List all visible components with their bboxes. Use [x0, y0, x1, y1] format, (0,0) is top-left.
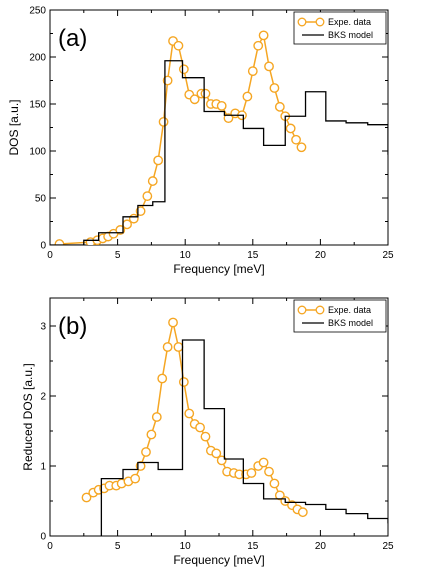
expe-data-point: [200, 88, 211, 99]
panel-b: 0 5 10 15 20 25 0 1 2 3 Frequency [meV] Reduced DOS…: [21, 297, 394, 567]
expe-data-point: [242, 91, 253, 102]
expe-data-point: [258, 457, 269, 468]
expe-data-point: [253, 40, 264, 51]
expe-data-point: [178, 377, 189, 387]
plot-frame: [49, 297, 389, 537]
plot-area: [81, 317, 388, 536]
expe-data-point: [142, 191, 153, 202]
x-tick-label: 15: [247, 541, 259, 552]
panel-label: (a): [58, 25, 87, 52]
expe-data-point: [211, 448, 222, 459]
legend: Expe. data BKS model: [293, 299, 387, 333]
expe-data-point: [168, 317, 178, 328]
expe-data-point: [189, 94, 200, 105]
y-tick-label: 250: [29, 6, 46, 17]
expe-data-point: [296, 142, 307, 153]
expe-data-point: [269, 478, 280, 489]
expe-data-point: [81, 492, 92, 503]
expe-data-point: [151, 412, 162, 422]
x-tick-label: 25: [382, 250, 394, 261]
legend-expe-marker: [315, 305, 325, 315]
expe-data-point: [173, 40, 184, 51]
plot-area: [50, 30, 388, 245]
legend-box: [293, 299, 387, 333]
expe-data-point: [285, 123, 296, 134]
x-tick-label: 0: [47, 541, 53, 552]
expe-data-point: [157, 373, 168, 384]
legend-expe-marker: [297, 17, 307, 27]
x-tick-label: 5: [115, 541, 121, 552]
expe-data-point: [247, 66, 258, 77]
x-tick-label: 25: [382, 541, 394, 552]
expe-data-point: [162, 342, 173, 352]
expe-data-point: [297, 507, 308, 518]
x-tick-label: 10: [180, 250, 192, 261]
legend-label-bks: BKS model: [328, 318, 373, 328]
x-tick-label: 15: [247, 250, 259, 261]
x-axis-title: Frequency [meV]: [173, 553, 264, 567]
expe-data-point: [158, 116, 169, 127]
expe-data-point: [258, 30, 269, 41]
bks-model-step-line: [50, 60, 388, 245]
bks-model-step-line: [100, 339, 388, 536]
legend-expe-marker: [315, 17, 325, 27]
expe-data-point: [264, 61, 274, 72]
expe-data-point: [146, 429, 157, 440]
legend: Expe. data BKS model: [293, 11, 387, 45]
x-tick-label: 10: [180, 541, 192, 552]
expe-data-point: [147, 176, 158, 186]
x-tick-label: 0: [47, 250, 53, 261]
y-axis-title: DOS [a.u.]: [7, 99, 21, 155]
legend-expe-marker: [297, 305, 307, 315]
y-tick-label: 0: [40, 241, 46, 252]
expe-data-point: [274, 101, 285, 112]
legend-label-expe: Expe. data: [328, 305, 371, 315]
expe-data-point: [128, 213, 139, 224]
expe-data-point: [264, 466, 274, 477]
plot-frame: [49, 9, 389, 246]
y-tick-label: 3: [40, 322, 46, 333]
y-tick-label: 2: [40, 392, 46, 403]
y-tick-label: 50: [35, 194, 47, 205]
expe-data-point: [246, 468, 257, 478]
y-tick-label: 0: [40, 532, 46, 543]
expe-data-point: [178, 64, 189, 75]
y-tick-label: 150: [29, 100, 46, 111]
expe-data-point: [130, 473, 141, 484]
expe-data-point: [54, 239, 65, 245]
expe-data-point: [141, 447, 151, 457]
y-tick-label: 100: [29, 147, 46, 158]
expe-data-point: [173, 342, 184, 352]
expe-data-point: [153, 155, 164, 166]
legend-box: [293, 11, 387, 45]
y-tick-label: 1: [40, 462, 46, 473]
x-tick-label: 5: [115, 250, 121, 261]
x-tick-label: 20: [315, 541, 327, 552]
expe-data-point: [184, 408, 195, 419]
expe-data-point: [291, 134, 301, 145]
expe-data-point: [200, 431, 211, 442]
legend-label-bks: BKS model: [328, 30, 373, 40]
x-tick-label: 20: [315, 250, 327, 261]
expe-data-point: [216, 100, 227, 111]
expe-data-point: [269, 83, 280, 93]
y-axis-title: Reduced DOS [a.u.]: [21, 363, 35, 470]
legend-label-expe: Expe. data: [328, 17, 371, 27]
y-tick-label: 200: [29, 53, 46, 64]
expe-data-point: [223, 113, 234, 124]
panel-label: (b): [58, 313, 87, 340]
expe-data-point: [195, 422, 205, 433]
x-axis-title: Frequency [meV]: [173, 262, 264, 276]
